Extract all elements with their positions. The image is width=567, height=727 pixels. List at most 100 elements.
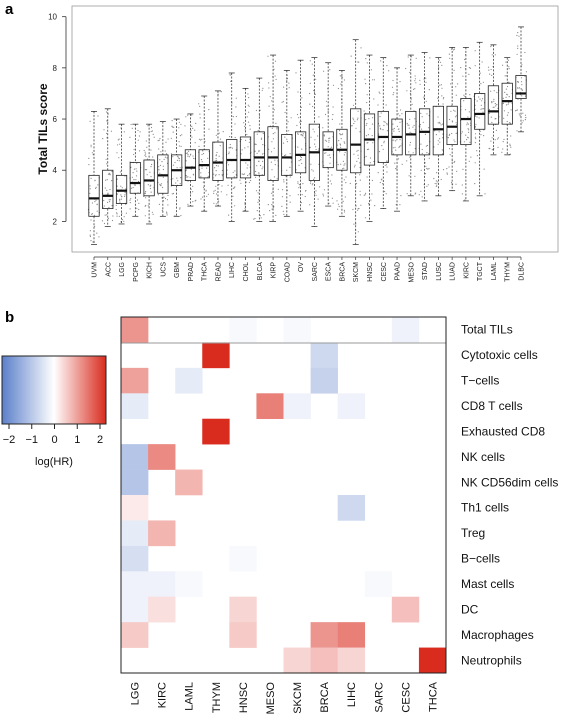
heatmap-cells	[121, 317, 447, 674]
data-point	[125, 212, 127, 214]
data-point	[188, 156, 190, 158]
data-point	[367, 148, 370, 150]
data-point	[161, 197, 163, 199]
data-point	[464, 109, 467, 111]
data-point	[494, 103, 496, 105]
data-point	[260, 137, 263, 139]
data-point	[455, 183, 457, 185]
data-point	[339, 143, 341, 145]
data-point	[345, 176, 347, 178]
data-point	[312, 128, 314, 130]
data-point	[215, 158, 217, 160]
data-point	[262, 160, 264, 162]
data-point	[409, 118, 411, 120]
data-point	[508, 81, 510, 83]
data-point	[150, 126, 153, 129]
data-point	[394, 162, 396, 164]
data-point	[150, 166, 152, 168]
heat-cell	[310, 647, 338, 674]
data-point	[247, 164, 249, 166]
data-point	[476, 100, 478, 102]
data-point	[249, 172, 251, 175]
data-point	[434, 182, 436, 185]
data-point	[202, 152, 205, 155]
data-point	[484, 193, 486, 195]
data-point	[442, 169, 445, 171]
data-point	[276, 178, 278, 180]
data-point	[437, 97, 439, 99]
data-point	[359, 166, 361, 169]
data-point	[392, 153, 395, 155]
data-point	[503, 110, 506, 112]
data-point	[495, 105, 497, 107]
row-label: Treg	[461, 526, 485, 540]
data-point	[332, 84, 335, 86]
data-point	[426, 167, 428, 170]
data-point	[92, 154, 94, 156]
x-tick-label-pcpg: PCPG	[133, 262, 140, 282]
heat-cell	[337, 393, 366, 420]
data-point	[132, 187, 134, 189]
data-point	[406, 193, 408, 195]
data-point	[273, 176, 275, 178]
data-point	[150, 176, 152, 178]
data-point	[272, 189, 274, 191]
data-point	[343, 209, 345, 211]
data-point	[260, 138, 263, 140]
data-point	[353, 122, 355, 125]
data-point	[397, 158, 400, 160]
data-point	[469, 67, 472, 69]
data-point	[407, 124, 409, 126]
data-point	[172, 156, 174, 158]
data-point	[138, 202, 140, 204]
data-point	[269, 220, 271, 222]
data-point	[342, 200, 344, 202]
data-point	[455, 132, 457, 134]
data-point	[152, 156, 154, 158]
data-point	[497, 137, 500, 139]
data-point	[94, 201, 96, 203]
data-point	[129, 136, 131, 138]
heat-cell	[202, 418, 230, 445]
data-point	[301, 162, 303, 165]
heat-cell	[121, 393, 149, 420]
x-tick-label-esca: ESCA	[326, 262, 333, 281]
data-point	[467, 123, 469, 125]
row-label: T−cells	[461, 374, 499, 388]
data-point	[399, 115, 401, 117]
data-point	[133, 153, 135, 156]
panel-b-label: b	[5, 309, 14, 326]
data-point	[109, 188, 111, 191]
data-point	[505, 104, 508, 106]
data-point	[454, 110, 456, 112]
data-point	[364, 194, 366, 196]
data-point	[159, 183, 161, 185]
data-point	[273, 109, 275, 111]
data-point	[379, 116, 381, 118]
data-point	[160, 151, 162, 153]
data-point	[453, 161, 455, 164]
data-point	[343, 179, 345, 181]
data-point	[468, 160, 470, 162]
data-point	[149, 221, 151, 223]
data-point	[272, 207, 274, 209]
data-point	[465, 134, 467, 136]
data-point	[493, 98, 495, 100]
data-point	[503, 117, 505, 119]
data-point	[393, 139, 395, 141]
data-point	[336, 200, 338, 202]
data-point	[190, 168, 192, 170]
data-point	[357, 154, 359, 156]
data-point	[340, 146, 342, 148]
data-point	[504, 91, 506, 93]
data-point	[453, 139, 455, 141]
data-point	[207, 157, 209, 159]
data-point	[179, 183, 181, 185]
data-point	[124, 191, 126, 194]
data-point	[519, 115, 521, 117]
column-label-cesc: CESC	[400, 682, 412, 713]
data-point	[425, 81, 427, 83]
heat-cell	[121, 520, 149, 547]
data-point	[323, 189, 326, 191]
data-point	[91, 202, 93, 204]
